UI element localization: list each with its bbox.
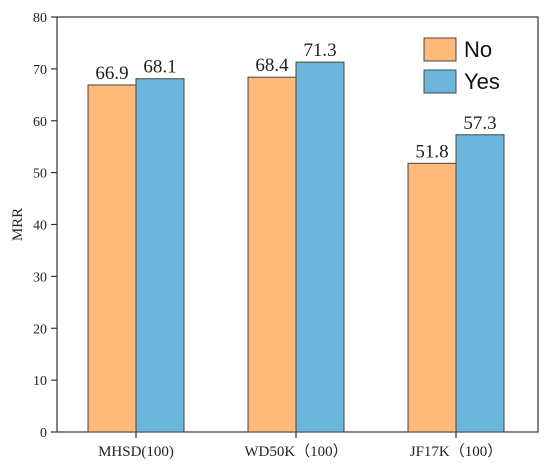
- bar-yes-0: [135, 78, 185, 433]
- y-tick-label: 20: [33, 322, 47, 337]
- legend-swatch-no: [423, 37, 457, 62]
- y-tick-label: 0: [40, 426, 47, 441]
- data-label: 68.1: [143, 57, 176, 78]
- bar-no-1: [247, 76, 297, 433]
- data-label: 71.3: [303, 40, 336, 61]
- x-tick-label: WD50K（100）: [244, 443, 347, 460]
- bar-no-0: [87, 84, 137, 433]
- x-tick-label: MHSD(100): [98, 444, 174, 460]
- y-tick-label: 80: [33, 11, 47, 26]
- y-axis-label: MRR: [10, 208, 26, 241]
- x-tick-label: JF17K（100）: [410, 443, 503, 460]
- y-tick-label: 50: [33, 167, 47, 182]
- bar-no-2: [407, 162, 457, 433]
- data-label: 66.9: [95, 63, 128, 84]
- legend-swatch-yes: [423, 69, 457, 94]
- y-tick-label: 40: [33, 219, 47, 234]
- y-tick-label: 60: [33, 115, 47, 130]
- data-label: 51.8: [415, 141, 448, 162]
- legend-label-no: No: [464, 37, 492, 62]
- bar-yes-1: [295, 61, 345, 433]
- y-tick-label: 30: [33, 270, 47, 285]
- legend-label-yes: Yes: [464, 69, 500, 94]
- data-label: 57.3: [463, 113, 496, 134]
- y-tick-label: 10: [33, 374, 47, 389]
- bar-yes-2: [455, 134, 505, 433]
- data-label: 68.4: [255, 55, 289, 76]
- y-tick-label: 70: [33, 63, 47, 78]
